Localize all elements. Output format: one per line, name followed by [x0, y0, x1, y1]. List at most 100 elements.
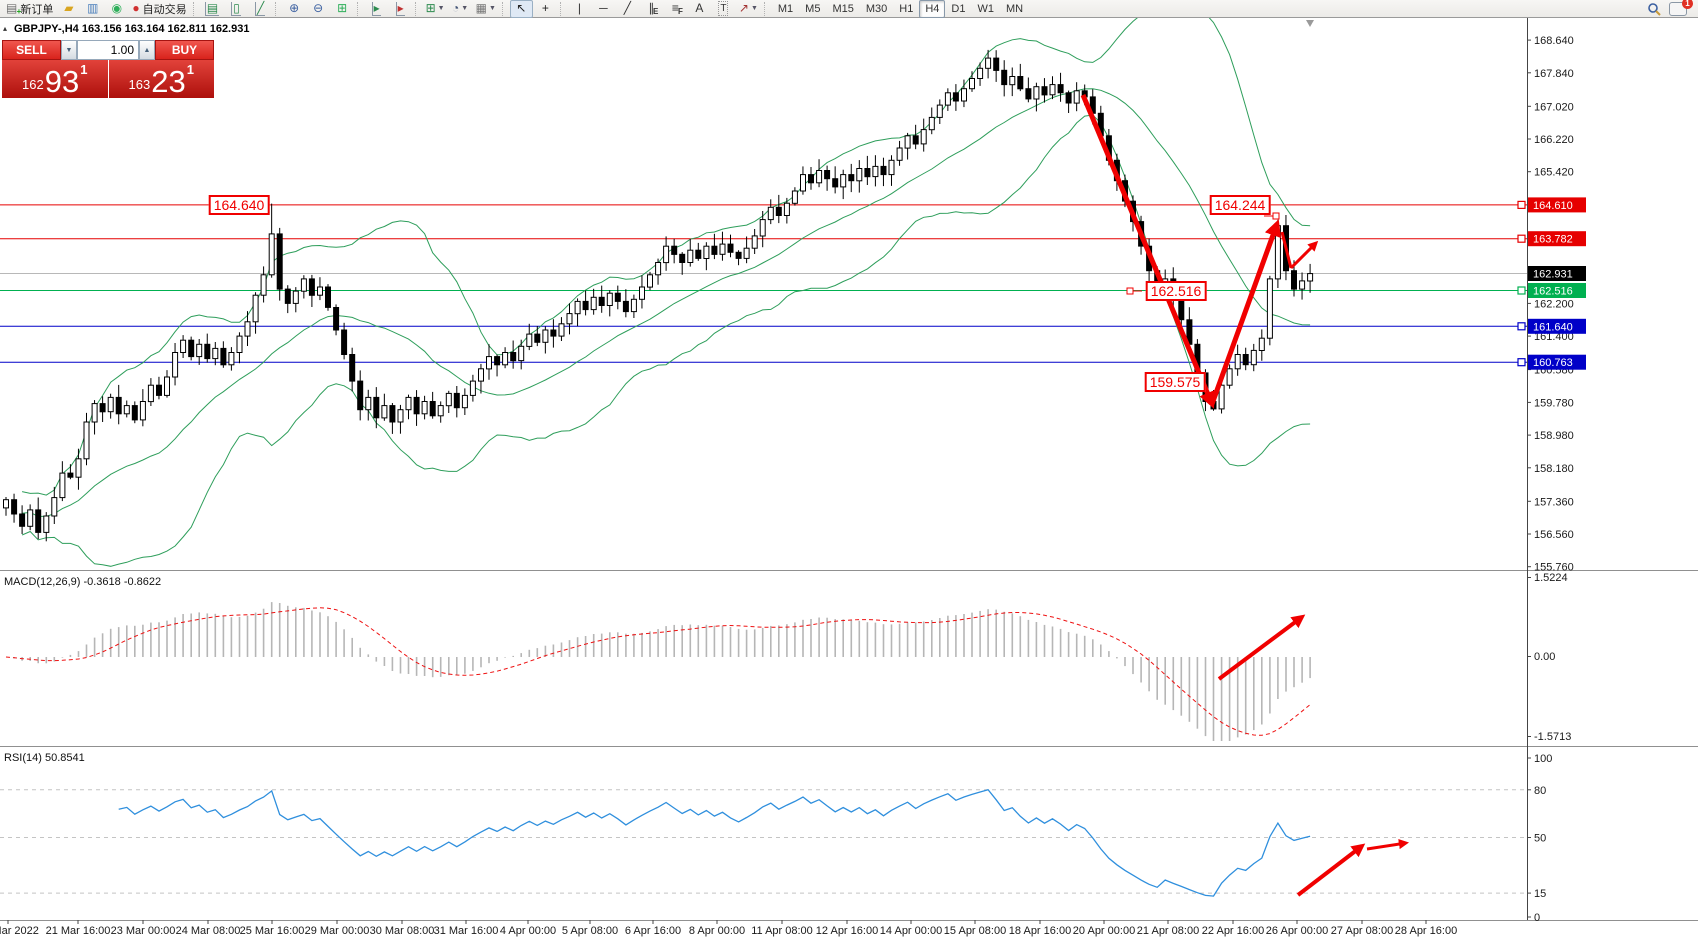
candle-body — [864, 168, 871, 178]
horizontal-line-icon-glyph: ─ — [599, 1, 608, 15]
templates-dropdown[interactable]: ▦ ▼ — [473, 0, 499, 18]
cursor-icon[interactable]: ↖ — [509, 0, 533, 18]
price-annotation-159.575[interactable]: 159.575 — [1144, 372, 1206, 392]
chart-shift-marker[interactable] — [1306, 20, 1314, 27]
vertical-line-icon[interactable]: | — [568, 0, 591, 18]
timeframe-m15[interactable]: M15 — [832, 2, 854, 15]
main-trend-arrow[interactable] — [1080, 94, 1216, 409]
candlestick-mode-icon[interactable]: ▯ — [225, 0, 248, 18]
publish-chart-icon[interactable]: ▥ — [81, 0, 104, 18]
timeframe-h4[interactable]: H4 — [919, 0, 946, 18]
crosshair-icon[interactable]: + — [534, 0, 557, 18]
sell-price[interactable]: 162 93 1 — [2, 60, 108, 98]
signal-icon[interactable]: ◉ — [105, 0, 128, 18]
candle-body — [1299, 280, 1306, 290]
signal-icon-glyph: ◉ — [111, 1, 123, 15]
autotrading-button[interactable]: ● 自动交易 — [129, 0, 189, 18]
price-line-anchor[interactable] — [1517, 200, 1526, 209]
dropdown-arrow-icon: ▼ — [750, 5, 758, 12]
time-axis-label: 20 Apr 00:00 — [1073, 925, 1135, 937]
search-icon[interactable] — [1647, 2, 1661, 16]
volume-step-up[interactable]: ▲ — [139, 40, 155, 60]
bar-chart-mode-icon[interactable]: ▤ — [201, 0, 224, 18]
price-line-anchor[interactable] — [1517, 286, 1526, 295]
toolbar-separator — [356, 1, 362, 16]
price-axis-label: 168.640 — [1534, 35, 1574, 47]
buy-price[interactable]: 163 23 1 — [108, 60, 214, 98]
main-trend-arrow[interactable] — [1209, 219, 1281, 405]
collapse-icon[interactable]: ▴ — [3, 24, 8, 33]
period-glyph: ◔ — [452, 1, 460, 15]
time-axis-label: 8 Apr 00:00 — [689, 925, 745, 937]
candle-body — [622, 300, 629, 313]
volume-input[interactable] — [77, 40, 139, 60]
candle-body — [711, 245, 718, 255]
buy-button[interactable]: BUY — [155, 40, 214, 60]
candle-body — [751, 235, 758, 249]
price-line-anchor[interactable] — [1517, 358, 1526, 367]
candle-body — [791, 190, 798, 204]
dropdown-arrow-icon: ▼ — [488, 5, 496, 12]
candle-body — [566, 313, 573, 325]
price-annotation-162.516[interactable]: 162.516 — [1145, 281, 1207, 301]
price-annotation-164.640[interactable]: 164.640 — [208, 195, 270, 215]
tile-windows-icon[interactable]: ⊞ — [331, 0, 354, 18]
sell-button[interactable]: SELL — [2, 40, 61, 60]
zoom-in-icon[interactable]: ⊕ — [283, 0, 306, 18]
notifications-icon[interactable]: 1 — [1669, 0, 1693, 16]
price-tag-label: 162.931 — [1533, 269, 1573, 281]
tile-windows-icon-glyph: ⊞ — [337, 1, 348, 15]
candle-body — [164, 376, 170, 396]
arrows-dropdown[interactable]: ↗ ▼ — [736, 0, 761, 18]
price-axis-label: 158.180 — [1534, 463, 1574, 475]
main-trend-arrow[interactable] — [1280, 231, 1293, 269]
timeframe-w1[interactable]: W1 — [977, 2, 994, 15]
candle-body — [381, 405, 388, 419]
auto-scroll-icon[interactable]: ▸ — [365, 0, 388, 18]
candle-body — [478, 368, 484, 382]
line-chart-mode-icon[interactable]: ╱ — [249, 0, 272, 18]
annotation-anchor[interactable] — [1272, 212, 1280, 220]
candle-body — [550, 329, 557, 337]
timeframe-mn[interactable]: MN — [1005, 2, 1024, 15]
rsi-trend-arrow[interactable] — [1296, 843, 1366, 897]
horizontal-line-icon[interactable]: ─ — [592, 0, 615, 18]
price-tag-label: 164.610 — [1533, 200, 1573, 212]
trendline-icon[interactable]: ╱ — [616, 0, 639, 18]
zoom-out-icon[interactable]: ⊖ — [307, 0, 330, 18]
time-axis-label: 23 Mar 00:00 — [111, 925, 176, 937]
new-chart-dropdown[interactable]: ⊞ ▼ — [423, 0, 448, 18]
timeframe-m30[interactable]: M30 — [865, 2, 888, 15]
candle-body — [139, 401, 146, 421]
candle-body — [727, 243, 734, 253]
annotation-anchor[interactable] — [1126, 287, 1134, 295]
new-order-button[interactable]: ▤ + 新订单 — [3, 0, 56, 18]
macd-header: MACD(12,26,9) -0.3618 -0.8622 — [4, 576, 161, 588]
price-annotation-164.244[interactable]: 164.244 — [1209, 195, 1271, 215]
rsi-trend-arrow[interactable] — [1366, 839, 1410, 851]
candle-body — [308, 278, 315, 296]
candle-body — [743, 247, 750, 259]
timeframe-h1[interactable]: H1 — [899, 2, 914, 15]
text-label-icon[interactable]: T — [712, 0, 735, 18]
timeframe-m1[interactable]: M1 — [777, 2, 794, 15]
fibonacci-icon[interactable]: ≡ F — [664, 0, 687, 18]
volume-step-down[interactable]: ▼ — [61, 40, 77, 60]
timeframe-d1[interactable]: D1 — [951, 2, 966, 15]
gold-icon[interactable]: ▰ — [57, 0, 80, 18]
price-line-anchor[interactable] — [1517, 322, 1526, 331]
price-axis-label: 161.400 — [1534, 331, 1574, 343]
macd-trend-arrow[interactable] — [1217, 614, 1306, 681]
time-axis-label: 25 Mar 16:00 — [240, 925, 305, 937]
price-line-anchor[interactable] — [1517, 234, 1526, 243]
rsi-scale-label: 50 — [1534, 833, 1546, 845]
main-trend-arrow[interactable] — [1289, 240, 1319, 270]
period-dropdown[interactable]: ◔ ▼ — [449, 0, 472, 18]
candle-body — [800, 174, 806, 192]
chart-shift-icon[interactable]: ▸ — [389, 0, 412, 18]
text-icon[interactable]: A — [688, 0, 711, 18]
equidistant-channel-icon[interactable]: ∥ E — [640, 0, 663, 18]
candle-body — [236, 335, 243, 354]
timeframe-m5[interactable]: M5 — [805, 2, 821, 15]
